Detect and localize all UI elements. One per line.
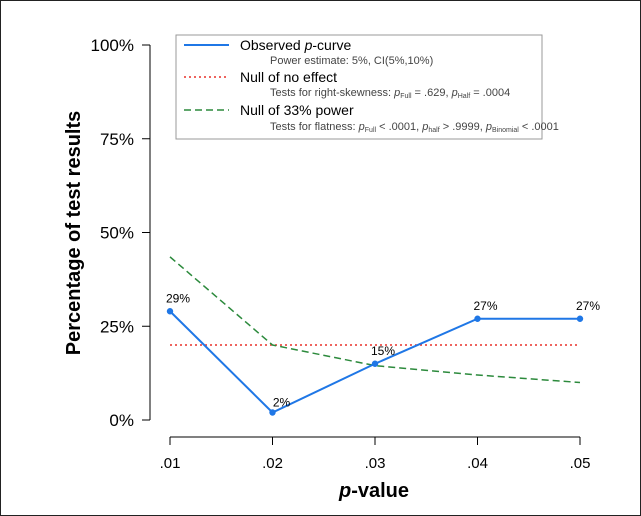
x-tick-label: .03 [365, 455, 386, 472]
data-point [474, 315, 481, 322]
data-point [576, 315, 584, 322]
x-axis: .01 .02 .03 .04 .05 [160, 436, 591, 472]
y-tick-label: 50% [100, 224, 134, 243]
y-axis-label: Percentage of test results [63, 111, 85, 356]
series-layer: 29% 2% 15% 27% 27% [166, 256, 600, 416]
y-tick-label: 0% [109, 411, 134, 430]
data-label: 27% [473, 299, 497, 313]
legend-box [175, 34, 543, 140]
legend-sub-observed: Power estimate: 5%, CI(5%,10%) [270, 55, 433, 67]
y-tick-label: 25% [100, 317, 134, 336]
legend-sub-null: Tests for right-skewness: pFull = .629, … [270, 87, 510, 100]
y-tick-label: 75% [100, 130, 134, 149]
data-label: 29% [166, 291, 190, 305]
x-tick-label: .04 [467, 455, 488, 472]
x-axis-label: p-value [338, 480, 409, 502]
legend-label-null: Null of no effect [240, 69, 337, 85]
legend: Observed p-curve Power estimate: 5%, CI(… [175, 34, 559, 140]
legend-sub-power33: Tests for flatness: pFull < .0001, phalf… [270, 121, 559, 134]
data-point [166, 308, 174, 315]
legend-label-observed: Observed p-curve [240, 37, 352, 53]
y-tick-label: 100% [91, 36, 134, 55]
data-label: 2% [273, 396, 291, 410]
data-label: 27% [576, 299, 600, 313]
x-tick-label: .01 [160, 455, 181, 472]
x-tick-label: .05 [570, 455, 591, 472]
legend-label-power33: Null of 33% power [240, 102, 354, 118]
data-point [269, 409, 276, 416]
x-tick-label: .02 [262, 455, 283, 472]
data-point [371, 360, 379, 367]
y-axis: 0% 25% 50% 75% 100% [91, 36, 151, 430]
series-line-power33 [169, 256, 581, 384]
data-label: 15% [371, 344, 395, 358]
